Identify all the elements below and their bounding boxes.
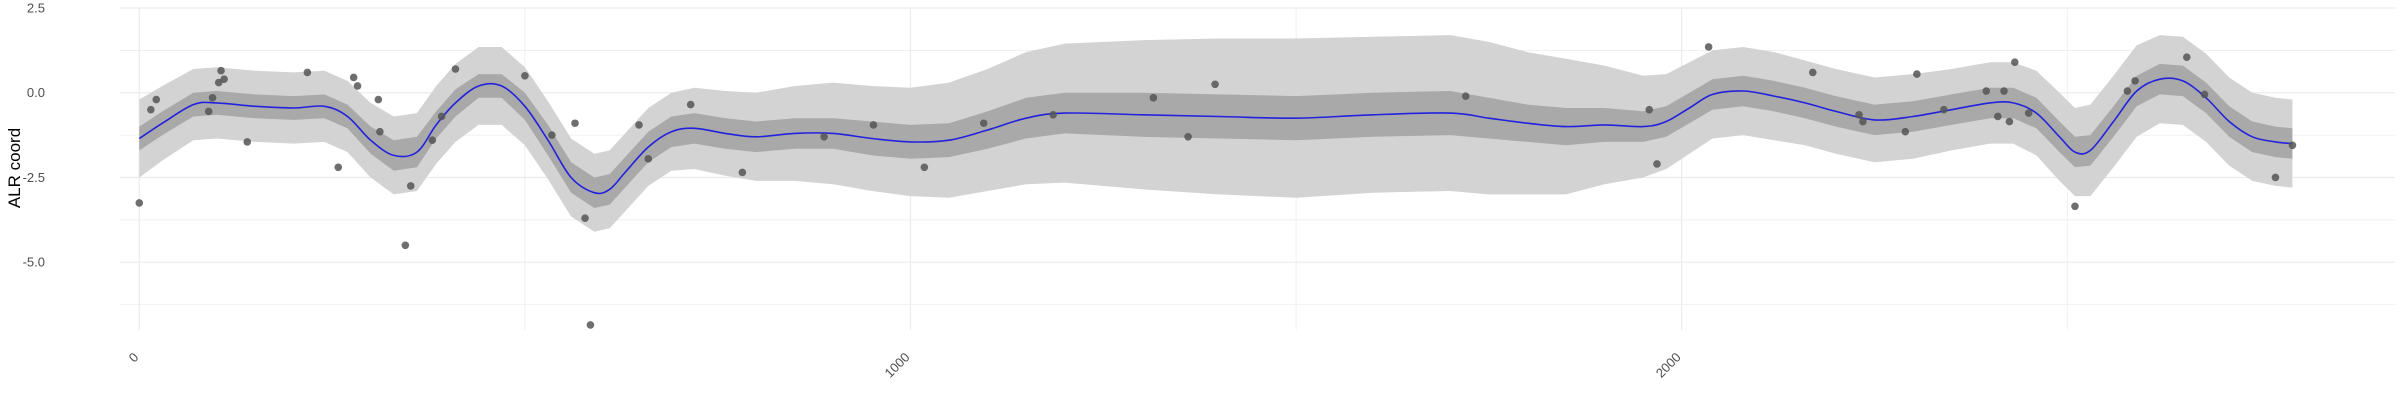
data-point [1049,110,1057,119]
data-point [204,107,213,116]
data-points [135,43,2297,329]
data-point [135,199,144,207]
data-point [217,66,225,75]
data-point [1994,112,2002,121]
data-point [635,121,643,129]
data-point [214,78,223,87]
x-axis-tick-labels: 0 1000 2000 [126,350,1684,381]
x-tick-label: 1000 [882,350,913,381]
x-tick-label: 0 [126,350,142,366]
data-point [220,75,228,83]
data-point [1808,68,1817,77]
inner-confidence-band [139,63,2293,209]
data-point [2071,202,2079,211]
data-point [1184,133,1192,141]
data-point [2200,90,2209,99]
data-point [437,112,446,121]
data-point [1645,105,1654,114]
data-point [1913,70,1921,78]
data-point [152,95,161,104]
data-point [920,163,929,172]
data-point [548,131,556,139]
data-point [334,163,343,172]
data-point [521,71,529,80]
data-point [2000,87,2008,95]
data-point [2024,109,2033,117]
data-point [1149,94,1158,102]
data-point [1704,43,1713,51]
data-point [738,168,747,177]
data-point [147,105,155,114]
data-point [1653,160,1661,168]
data-point [1855,110,1863,119]
data-point [1982,87,1991,95]
data-point [1940,105,1948,114]
y-tick-label: -5.0 [23,255,45,270]
data-point [374,95,383,104]
data-point [571,119,579,128]
y-axis-title: ALR coord [5,128,24,208]
data-point [820,133,828,141]
data-point [428,136,437,144]
data-point [451,65,460,73]
data-point [686,100,695,109]
y-tick-label: 2.5 [27,1,45,16]
data-point [376,127,384,136]
y-tick-label: 0.0 [27,85,45,100]
data-point [1461,92,1470,100]
data-point [2271,173,2280,182]
data-point [581,214,589,222]
y-tick-label: -2.5 [23,170,45,185]
data-point [2288,141,2297,150]
data-point [586,321,595,329]
y-axis-tick-labels: 2.5 0.0 -2.5 -5.0 [23,1,45,270]
data-point [2005,117,2014,126]
data-point [2123,87,2132,95]
data-point [979,119,988,128]
data-point [406,182,415,190]
data-point [2131,77,2139,85]
data-point [349,73,358,82]
data-point [2182,53,2191,61]
data-point [303,68,312,77]
data-point [2011,58,2019,67]
data-point [208,94,217,102]
x-tick-label: 2000 [1653,350,1684,381]
data-point [243,138,252,146]
data-point [1211,80,1219,89]
data-point [401,241,410,250]
data-point [869,121,878,129]
data-point [1859,117,1867,126]
data-point [353,82,362,90]
data-point [644,155,653,163]
data-point [1901,127,1910,136]
